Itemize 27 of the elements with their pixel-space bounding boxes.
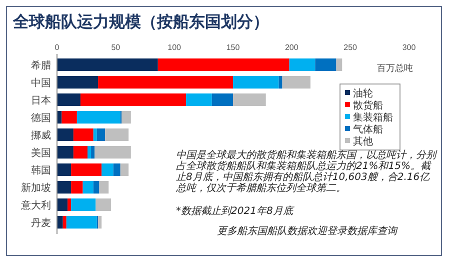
legend-label: 其他 — [353, 136, 373, 148]
x-tick-label: 100 — [168, 43, 182, 52]
x-tick-label: 200 — [284, 43, 299, 52]
y-tick-label: 丹麦 — [31, 216, 51, 229]
y-tick-label: 美国 — [31, 146, 51, 159]
legend-label: 集装箱船 — [353, 112, 393, 124]
chart-title: 全球船队运力规模（按船东国划分） — [13, 12, 269, 33]
y-tick-label: 新加坡 — [21, 182, 51, 194]
y-tick-label: 意大利 — [20, 199, 51, 212]
legend-label: 散货船 — [353, 100, 383, 112]
x-tick-label: 300 — [402, 43, 416, 52]
y-tick-label: 挪威 — [31, 129, 51, 142]
annotation: 更多船东国船队数据欢迎登录数据库查询 — [216, 226, 399, 237]
y-tick-label: 德国 — [31, 112, 51, 124]
y-tick-label: 韩国 — [31, 164, 51, 176]
y-tick-label: 日本 — [31, 94, 51, 106]
x-tick-label: 50 — [111, 43, 121, 52]
y-tick-label: 希腊 — [31, 59, 51, 72]
x-tick-label: 0 — [54, 43, 60, 52]
x-tick-label: 150 — [226, 43, 240, 52]
annotation: *数据截止到2021年8月底 — [176, 206, 296, 217]
legend-label: 油轮 — [353, 88, 373, 100]
annotation: 中国是全球最大的散货船和集装箱船东国，以总吨计，分别占全球散货船船队和集装箱船队总运力的21%和15%。截止8月底，中国船东拥有的船队总计10,603艘，合2.16亿总吨，仅次于希腊船东位列全球第二。 — [176, 150, 438, 194]
x-axis-title: 百万总吨 — [377, 63, 413, 73]
x-tick-label: 250 — [344, 43, 358, 52]
legend-label: 气体船 — [353, 124, 383, 136]
y-tick-label: 中国 — [31, 76, 51, 89]
